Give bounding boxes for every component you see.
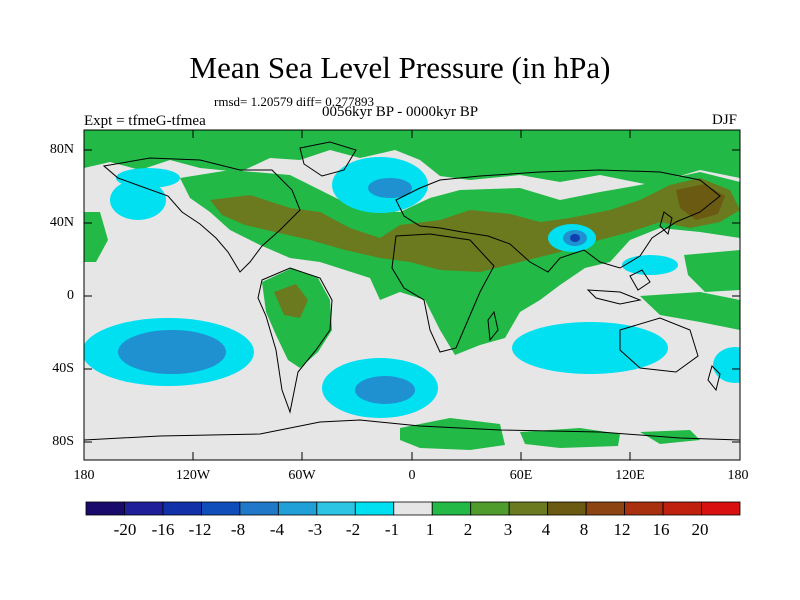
colorbar-label: 8	[579, 520, 589, 539]
colorbar-label: -20	[113, 520, 137, 539]
colorbar-swatch	[162, 501, 202, 516]
lat-label: 80N	[49, 142, 74, 157]
colorbar-swatch	[85, 501, 125, 516]
colorbar-label: 12	[613, 520, 631, 539]
colorbar-swatch	[124, 501, 164, 516]
colorbar-label: -3	[307, 520, 323, 539]
colorbar-label: -1	[384, 520, 400, 539]
lon-label: 120W	[175, 468, 211, 483]
season-label: DJF	[712, 112, 738, 128]
colorbar-label: 2	[463, 520, 473, 539]
lat-label: 80S	[52, 434, 74, 449]
colorbar-swatch	[470, 501, 510, 516]
colorbar-label: 4	[541, 520, 551, 539]
colorbar-swatch	[201, 501, 241, 516]
colorbar-swatch	[354, 501, 395, 516]
positive-anomaly-strong	[676, 184, 725, 220]
colorbar-swatch	[508, 501, 549, 516]
period-label: 0056kyr BP - 0000kyr BP	[322, 104, 479, 120]
colorbar-label: -2	[345, 520, 361, 539]
colorbar-swatch	[624, 501, 664, 516]
colorbar-label: 1	[425, 520, 435, 539]
colorbar-label: -16	[151, 520, 175, 539]
colorbar-swatch	[701, 501, 741, 516]
lon-label: 180	[73, 468, 95, 483]
colorbar-swatch	[316, 501, 356, 516]
colorbar-swatch	[662, 501, 702, 516]
colorbar-label: 16	[652, 520, 670, 539]
lon-label: 0	[408, 468, 416, 483]
axis-ticks	[84, 130, 740, 460]
colorbar-label: 20	[691, 520, 709, 539]
experiment-label: Expt = tfmeG-tfmea	[84, 113, 206, 129]
colorbar-swatch	[393, 501, 433, 516]
colorbar-label: -8	[230, 520, 246, 539]
colorbar-label: -12	[188, 520, 212, 539]
colorbar-label: 3	[503, 520, 513, 539]
colorbar-label: -4	[269, 520, 285, 539]
stats-line: rmsd= 1.20579 diff= 0.277893	[214, 94, 374, 109]
colorbar	[85, 501, 741, 516]
lon-label: 180	[727, 468, 749, 483]
colorbar-swatch	[239, 501, 279, 516]
positive-anomaly-mid	[210, 178, 740, 318]
lat-label: 40N	[49, 215, 74, 230]
colorbar-swatch	[585, 501, 625, 516]
lon-label: 120E	[615, 468, 645, 483]
colorbar-swatch	[277, 501, 318, 516]
lon-label: 60W	[288, 468, 316, 483]
lat-label: 40S	[52, 361, 74, 376]
chart-title: Mean Sea Level Pressure (in hPa)	[189, 50, 611, 85]
colorbar-swatch	[547, 501, 587, 516]
lat-label: 0	[67, 288, 74, 303]
coastlines	[84, 141, 740, 441]
lon-label: 60E	[509, 468, 533, 483]
colorbar-swatch	[431, 501, 472, 516]
